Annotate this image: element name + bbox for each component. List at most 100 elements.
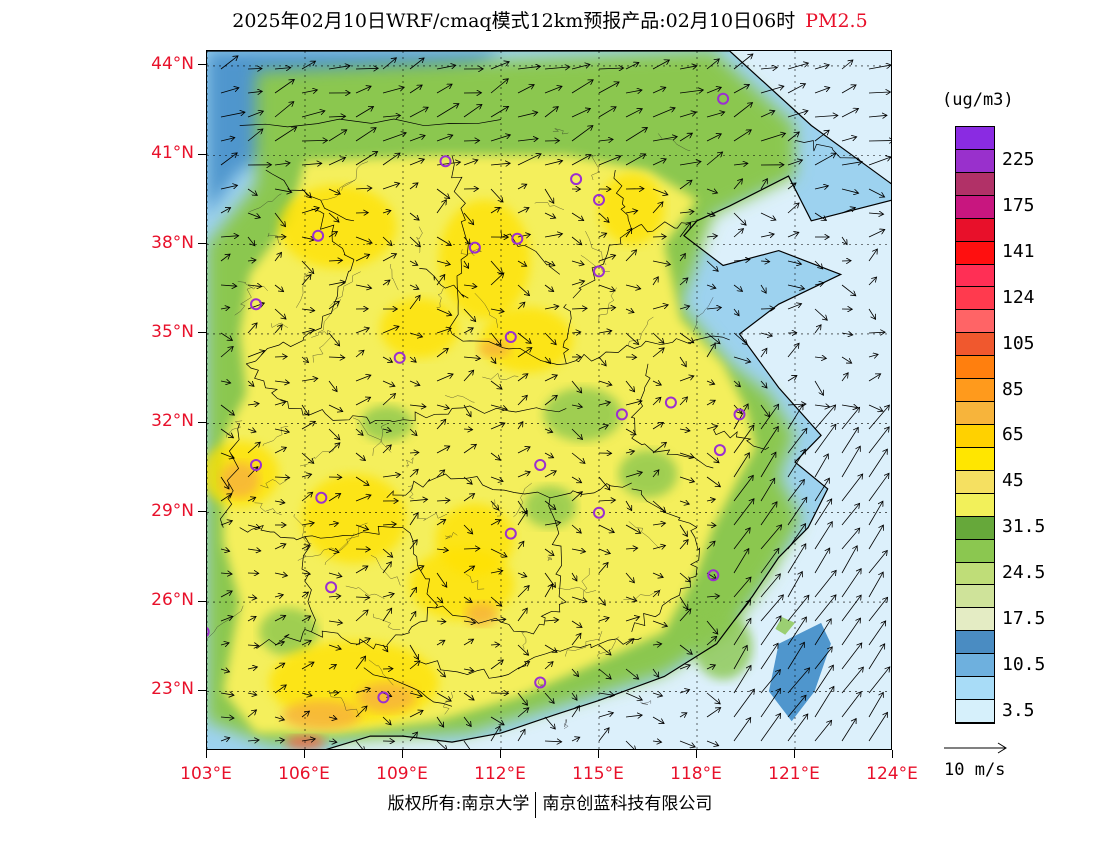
wind-arrow <box>787 203 799 214</box>
station-marker <box>393 351 406 364</box>
city-boundary <box>534 202 565 210</box>
city-boundary <box>372 613 401 630</box>
wind-arrow <box>274 357 287 358</box>
wind-arrow <box>490 476 503 481</box>
wind-arrow <box>652 716 664 724</box>
wind-arrow <box>679 397 688 406</box>
wind-arrow <box>814 570 836 598</box>
lon-tick <box>793 750 795 758</box>
station-marker <box>377 691 390 704</box>
wind-arrow <box>382 548 393 557</box>
wind-arrow <box>247 693 257 695</box>
wind-arrow <box>490 644 500 645</box>
wind-arrow <box>355 566 368 574</box>
wind-arrow <box>571 380 582 393</box>
wind-arrow <box>760 525 782 550</box>
wind-arrow <box>625 250 637 262</box>
pm-hotspot <box>435 503 515 576</box>
wind-arrow <box>463 639 474 646</box>
wind-arrow <box>571 706 580 718</box>
wind-arrow <box>517 332 531 343</box>
colorbar-label: 10.5 <box>1002 653 1046 675</box>
wind-arrow <box>598 728 609 742</box>
wind-arrow <box>328 741 337 742</box>
wind-arrow <box>571 668 579 677</box>
wind-arrow <box>733 380 740 387</box>
wind-arrow <box>868 354 878 357</box>
wind-arrow <box>301 452 314 463</box>
wind-arrow <box>571 308 587 309</box>
wind-arrow <box>355 706 367 718</box>
wind-arrow <box>409 661 420 670</box>
wind-arrow <box>517 112 538 118</box>
wind-arrow <box>382 133 406 142</box>
forecast-map[interactable] <box>206 50 892 750</box>
colorbar-label: 175 <box>1002 195 1035 217</box>
wind-arrow <box>436 419 446 430</box>
wind-arrow <box>436 446 450 454</box>
wind-arrow <box>328 523 339 525</box>
wind-arrow <box>436 135 453 142</box>
wind-arrow <box>517 662 530 670</box>
province-boundary <box>419 660 502 679</box>
wind-arrow <box>814 619 831 646</box>
wind-arrow <box>436 405 449 408</box>
station-marker <box>325 581 338 594</box>
wind-arrow <box>625 211 638 213</box>
station-marker <box>713 444 726 457</box>
wind-arrow <box>868 230 885 238</box>
wind-arrow <box>490 135 510 142</box>
map-canvas <box>207 51 891 749</box>
wind-arrow <box>463 141 480 142</box>
wind-arrow <box>733 404 748 430</box>
wind-arrow <box>787 261 802 264</box>
wind-arrow <box>814 283 824 285</box>
lat-label: 38°N <box>151 232 194 253</box>
wind-arrow <box>301 309 315 311</box>
wind-arrow <box>571 332 581 333</box>
wind-arrow <box>679 66 697 69</box>
wind-arrow <box>247 380 254 386</box>
wind-arrow <box>463 429 473 430</box>
wind-arrow <box>355 375 371 382</box>
wind-arrow <box>490 571 503 573</box>
wind-arrow <box>868 449 887 478</box>
wind-arrow <box>814 88 830 94</box>
colorbar-cell <box>956 608 994 632</box>
wind-arrow <box>274 544 286 550</box>
wind-arrow <box>625 90 642 93</box>
station-marker <box>504 331 517 343</box>
wind-arrow <box>301 111 325 118</box>
wind-arrow <box>679 162 701 166</box>
wind-arrow <box>652 260 670 265</box>
wind-arrow <box>841 373 848 382</box>
lat-label: 44°N <box>151 53 194 74</box>
wind-arrow <box>463 212 474 225</box>
wind-arrow <box>706 525 716 526</box>
wind-arrow <box>274 573 287 576</box>
wind-arrow <box>679 665 690 669</box>
wind-arrow <box>787 183 796 190</box>
city-boundary <box>249 193 282 213</box>
wind-arrow <box>625 284 641 289</box>
lon-label: 121°E <box>768 764 820 784</box>
wind-arrow <box>355 428 363 435</box>
wind-arrow <box>841 643 862 670</box>
province-boundary <box>386 473 446 499</box>
wind-arrow <box>490 260 503 274</box>
station-marker <box>504 527 517 540</box>
wind-arrow <box>571 109 590 118</box>
wind-arrow <box>490 596 502 606</box>
wind-arrow <box>598 308 616 309</box>
wind-arrow <box>220 521 232 526</box>
colorbar-cell <box>956 631 994 655</box>
wind-arrow <box>625 380 635 392</box>
wind-arrow <box>463 692 474 700</box>
wind-arrow <box>706 213 715 216</box>
wind-arrow <box>625 228 632 238</box>
colorbar-label: 3.5 <box>1002 699 1035 721</box>
wind-arrow <box>436 596 443 603</box>
wind-arrow <box>706 236 718 237</box>
wind-arrow <box>598 644 611 655</box>
wind-arrow <box>733 689 754 718</box>
